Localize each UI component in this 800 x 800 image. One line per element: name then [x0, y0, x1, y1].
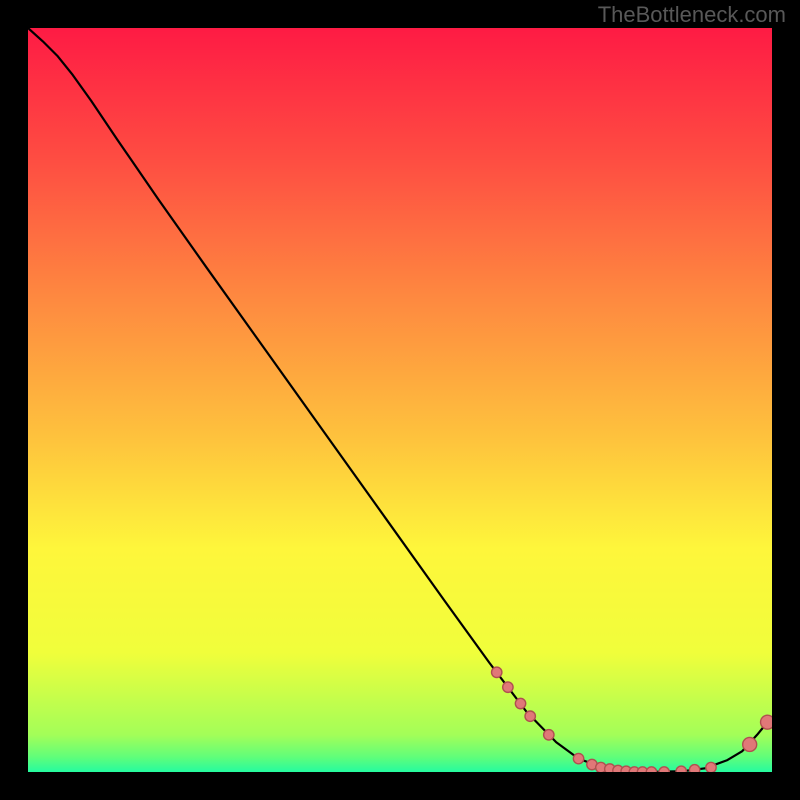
- data-marker: [503, 682, 513, 692]
- data-marker: [743, 737, 757, 751]
- data-marker: [525, 711, 535, 721]
- data-marker: [706, 762, 716, 772]
- data-marker: [492, 667, 502, 677]
- data-marker: [676, 766, 686, 772]
- data-marker: [646, 767, 656, 772]
- data-marker: [689, 765, 699, 772]
- data-marker: [544, 730, 554, 740]
- data-marker: [573, 753, 583, 763]
- chart-frame: TheBottleneck.com: [0, 0, 800, 800]
- data-marker: [515, 698, 525, 708]
- gradient-background: [28, 28, 772, 772]
- data-marker: [761, 715, 772, 729]
- plot-area: [28, 28, 772, 772]
- data-marker: [659, 767, 669, 772]
- watermark-text: TheBottleneck.com: [598, 2, 786, 28]
- plot-svg: [28, 28, 772, 772]
